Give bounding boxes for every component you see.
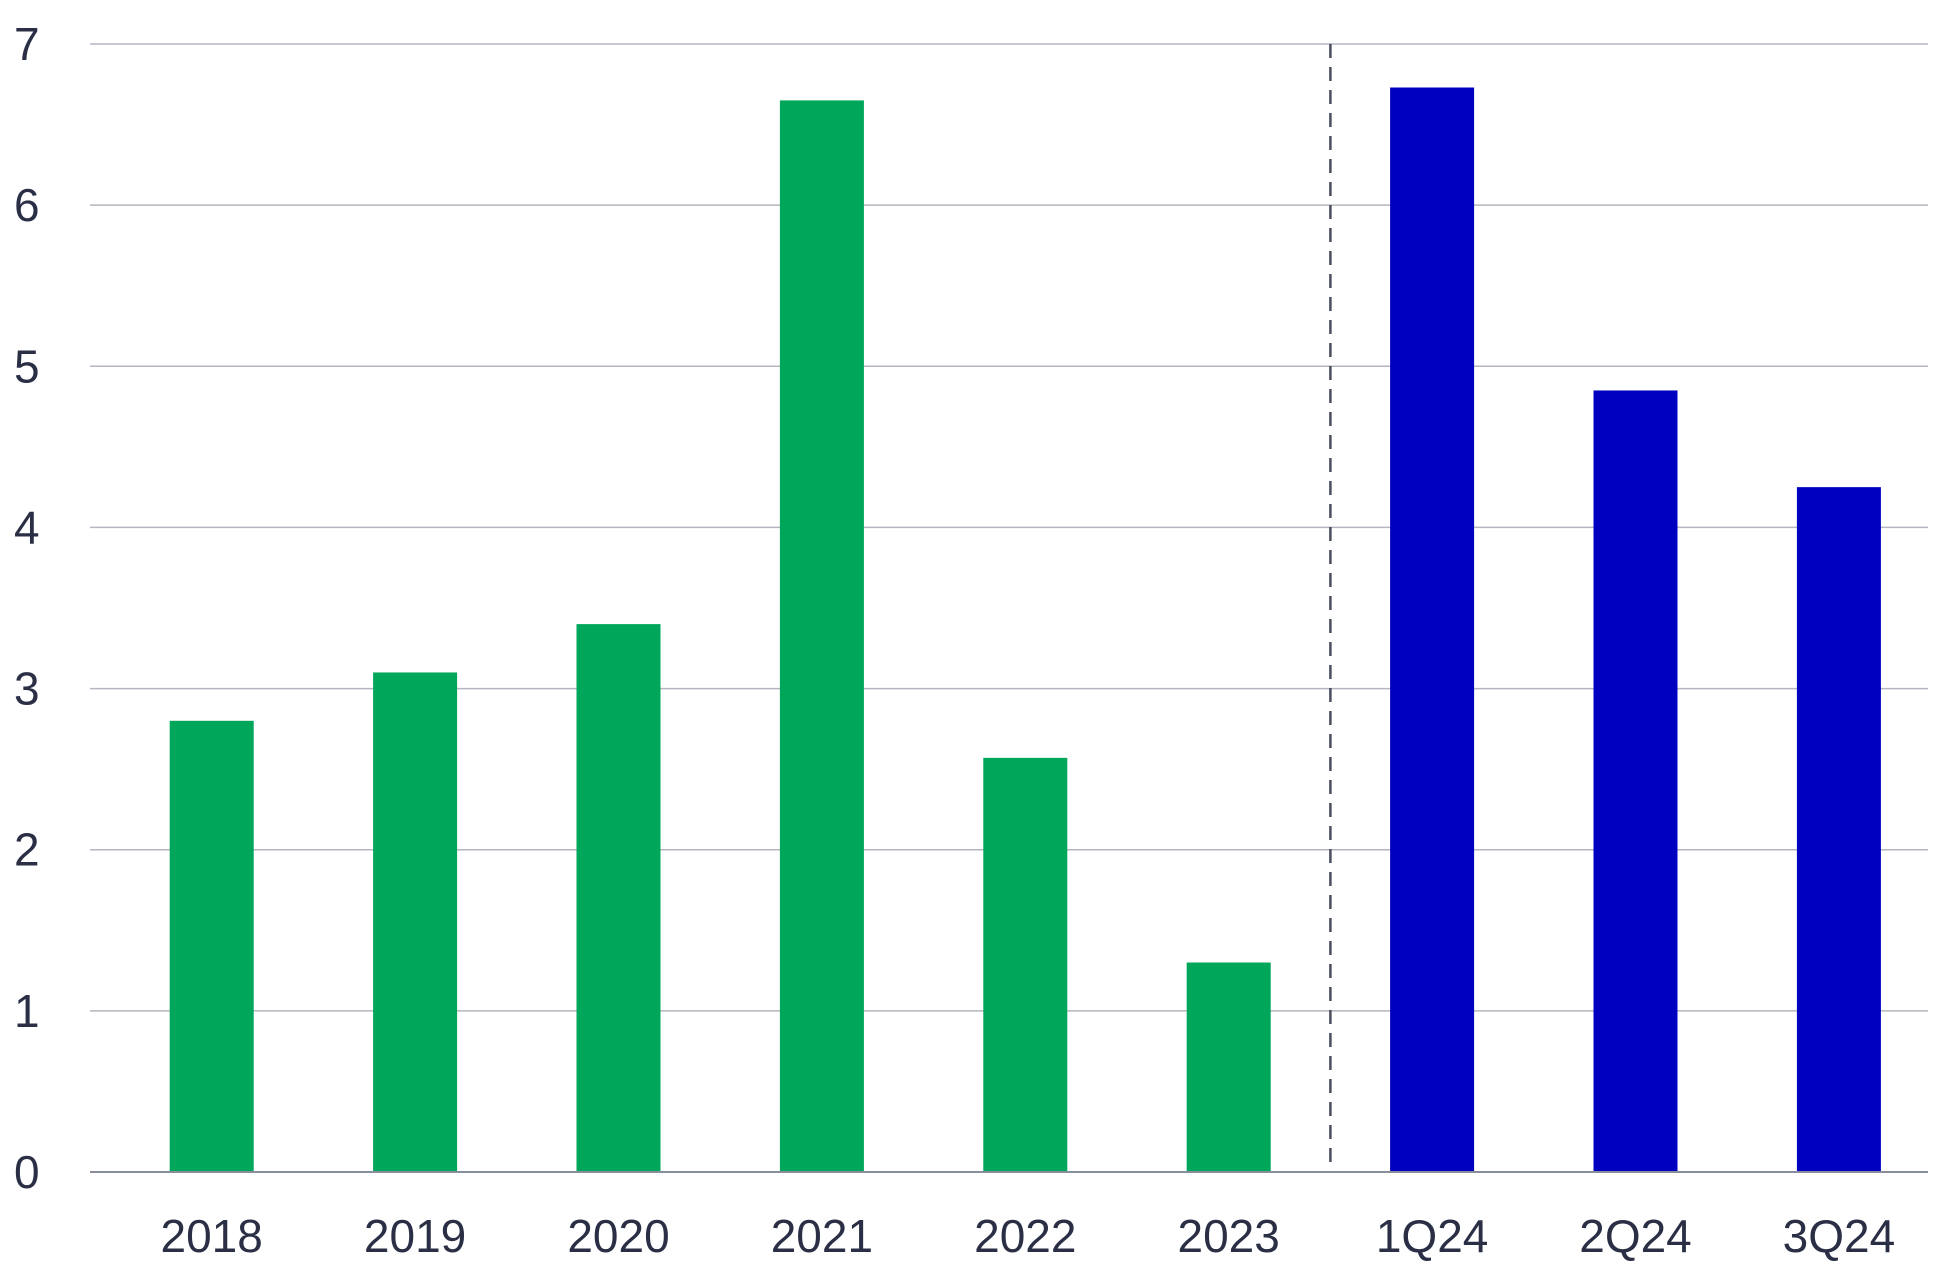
bar-2019 xyxy=(373,672,458,1172)
bar-2021 xyxy=(779,100,864,1172)
y-tick-label: 1 xyxy=(14,985,40,1037)
y-tick-label: 6 xyxy=(14,179,40,231)
x-tick-label: 2021 xyxy=(771,1210,873,1262)
x-axis-tick-labels: 2018 2019 2020 2021 2022 2023 1Q24 2Q24 3Q24 xyxy=(161,1210,1896,1262)
x-tick-label: 2020 xyxy=(567,1210,669,1262)
bar-3q24 xyxy=(1796,487,1881,1173)
y-tick-label: 2 xyxy=(14,824,40,876)
y-tick-label: 7 xyxy=(14,18,40,70)
x-tick-label: 2Q24 xyxy=(1579,1210,1692,1262)
bar-2020 xyxy=(576,624,661,1172)
bar-2022 xyxy=(983,757,1068,1172)
bar-2018 xyxy=(169,720,254,1172)
y-tick-label: 5 xyxy=(14,340,40,392)
x-tick-label: 1Q24 xyxy=(1376,1210,1489,1262)
bar-2023 xyxy=(1186,962,1271,1172)
y-tick-label: 0 xyxy=(14,1146,40,1198)
x-tick-label: 2022 xyxy=(974,1210,1076,1262)
y-axis-tick-labels: 0 1 2 3 4 5 6 7 xyxy=(14,18,40,1198)
x-tick-label: 2023 xyxy=(1178,1210,1280,1262)
bar-2q24 xyxy=(1593,390,1678,1172)
bar-1q24 xyxy=(1390,87,1475,1173)
y-tick-label: 4 xyxy=(14,501,40,553)
x-tick-label: 2018 xyxy=(161,1210,263,1262)
y-tick-label: 3 xyxy=(14,663,40,715)
x-tick-label: 2019 xyxy=(364,1210,466,1262)
bars xyxy=(169,87,1881,1173)
x-tick-label: 3Q24 xyxy=(1783,1210,1896,1262)
